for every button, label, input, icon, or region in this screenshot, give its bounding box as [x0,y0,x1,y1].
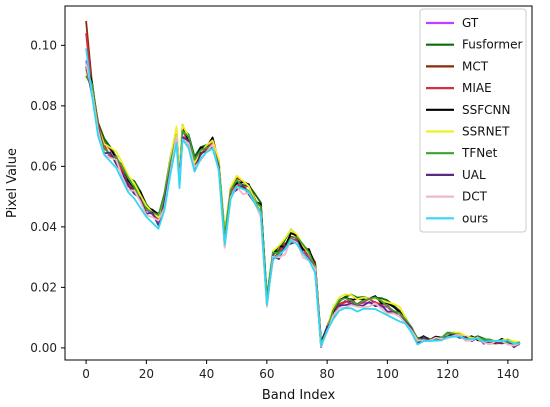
legend: GT Fusformer MCT MIAE SSFCNN SSRNET TFNet UAL DC… [419,8,527,233]
y-tick-label: 0.04 [30,220,57,234]
x-tick-label: 40 [199,367,214,381]
legend-label: ours [462,211,488,225]
x-tick-label: 80 [319,367,334,381]
x-tick-label: 100 [376,367,399,381]
y-axis: 0.00 0.02 0.04 0.06 0.08 0.10 [30,38,65,355]
x-axis: 0 20 40 60 80 100 120 140 [82,360,519,381]
legend-label: SSRNET [462,125,510,139]
legend-label: MIAE [462,81,492,95]
y-tick-label: 0.10 [30,38,57,52]
x-tick-label: 120 [436,367,459,381]
series-line-ours [85,48,520,347]
x-tick-label: 0 [82,367,90,381]
legend-label: GT [462,16,479,30]
y-tick-label: 0.02 [30,280,57,294]
legend-label: TFNet [461,146,498,160]
series-lines [85,21,521,349]
legend-label: SSFCNN [462,103,510,117]
x-tick-label: 140 [496,367,519,381]
legend-label: DCT [462,190,488,204]
y-axis-title: Pixel Value [5,148,20,218]
plot-frame [64,5,533,361]
legend-label: UAL [462,168,486,182]
legend-label: Fusformer [462,38,522,52]
legend-label: MCT [462,59,489,73]
y-tick-label: 0.06 [30,159,57,173]
x-axis-title: Band Index [262,388,336,403]
x-tick-label: 20 [139,367,154,381]
legend-box [419,8,527,233]
y-tick-label: 0.08 [30,99,57,113]
x-tick-label: 60 [259,367,274,381]
series-line-tfnet [85,69,521,348]
y-tick-label: 0.00 [30,341,57,355]
